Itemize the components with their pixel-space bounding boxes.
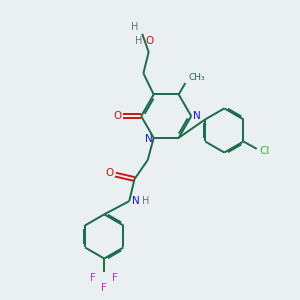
Text: N: N xyxy=(132,196,140,206)
Text: H: H xyxy=(142,196,149,206)
Text: F: F xyxy=(101,283,107,293)
Text: Cl: Cl xyxy=(260,146,270,156)
Text: H: H xyxy=(135,36,142,46)
Text: F: F xyxy=(90,273,96,283)
Text: N: N xyxy=(193,110,200,121)
Text: N: N xyxy=(146,134,153,144)
Text: O: O xyxy=(113,111,121,121)
Text: H: H xyxy=(131,22,139,32)
Text: F: F xyxy=(112,273,118,283)
Text: O: O xyxy=(145,36,153,46)
Text: O: O xyxy=(105,168,114,178)
Text: CH₃: CH₃ xyxy=(188,73,205,82)
